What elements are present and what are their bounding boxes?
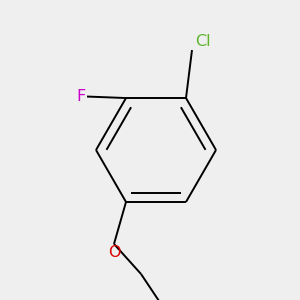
Text: Cl: Cl: [195, 34, 211, 49]
Text: O: O: [108, 245, 120, 260]
Text: F: F: [76, 89, 86, 104]
